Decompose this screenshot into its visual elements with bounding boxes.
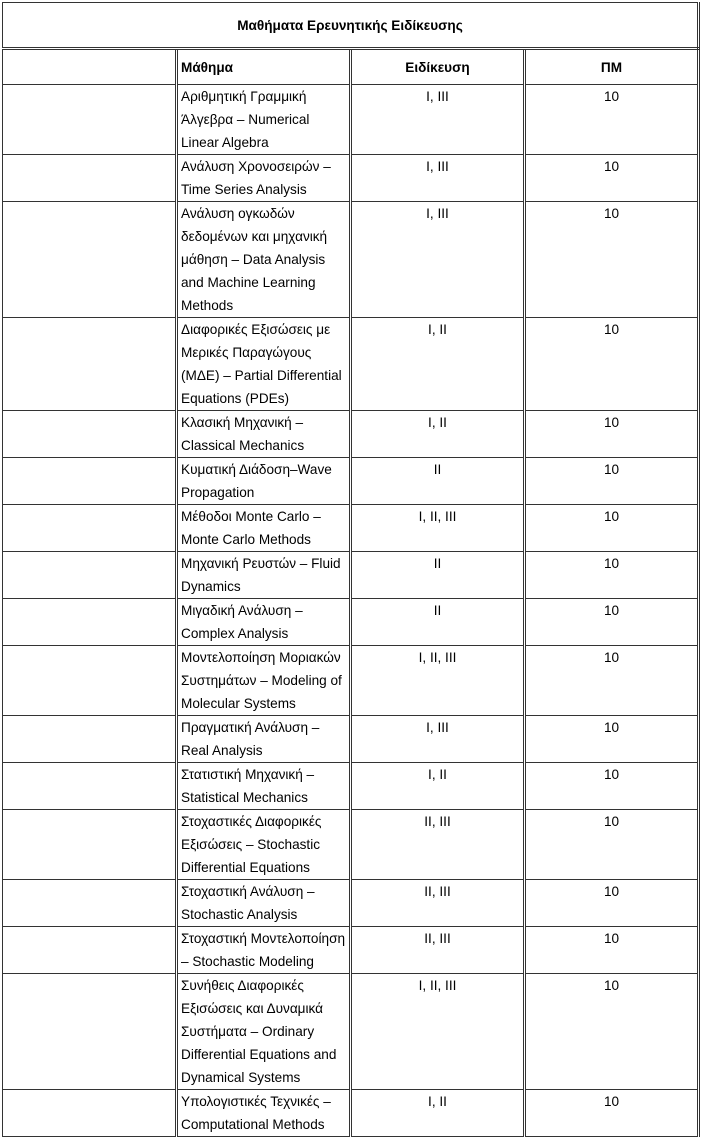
course-cell: Μέθοδοι Monte Carlo – Monte Carlo Method… bbox=[176, 504, 352, 552]
table-row: Μοντελοποίηση Μοριακών Συστημάτων – Mode… bbox=[2, 645, 700, 716]
specialization-cell: I, II, III bbox=[350, 504, 526, 552]
empty-cell bbox=[2, 84, 178, 155]
table-row: Συνήθεις Διαφορικές Εξισώσεις και Δυναμι… bbox=[2, 973, 700, 1090]
specialization-cell: I, II, III bbox=[350, 645, 526, 716]
empty-cell bbox=[2, 879, 178, 927]
course-cell: Ανάλυση ογκωδών δεδομένων και μηχανική μ… bbox=[176, 201, 352, 318]
empty-cell bbox=[2, 154, 178, 202]
course-cell: Στοχαστική Ανάλυση – Stochastic Analysis bbox=[176, 879, 352, 927]
course-cell: Στατιστική Μηχανική – Statistical Mechan… bbox=[176, 762, 352, 810]
table-row: Κλασική Μηχανική – Classical Mechanics I,… bbox=[2, 410, 700, 458]
title-row: Μαθήματα Ερευνητικής Ειδίκευσης bbox=[2, 2, 700, 50]
table-row: Ανάλυση ογκωδών δεδομένων και μηχανική μ… bbox=[2, 201, 700, 318]
specialization-cell: I, II bbox=[350, 1089, 526, 1137]
empty-cell bbox=[2, 809, 178, 880]
course-cell: Στοχαστική Μοντελοποίηση – Stochastic Mo… bbox=[176, 926, 352, 974]
course-cell: Διαφορικές Εξισώσεις με Μερικές Παραγώγο… bbox=[176, 317, 352, 411]
specialization-cell: I, III bbox=[350, 84, 526, 155]
empty-cell bbox=[2, 317, 178, 411]
credits-cell: 10 bbox=[524, 410, 700, 458]
table-row: Υπολογιστικές Τεχνικές – Computational M… bbox=[2, 1089, 700, 1137]
credits-cell: 10 bbox=[524, 645, 700, 716]
specialization-cell: I, II bbox=[350, 317, 526, 411]
specialization-cell: I, II bbox=[350, 762, 526, 810]
specialization-cell: II, III bbox=[350, 879, 526, 927]
empty-cell bbox=[2, 645, 178, 716]
course-cell: Κλασική Μηχανική – Classical Mechanics bbox=[176, 410, 352, 458]
table-row: Μηχανική Ρευστών – Fluid Dynamics II 10 bbox=[2, 551, 700, 599]
empty-cell bbox=[2, 973, 178, 1090]
specialization-cell: II, III bbox=[350, 926, 526, 974]
credits-cell: 10 bbox=[524, 201, 700, 318]
credits-cell: 10 bbox=[524, 973, 700, 1090]
course-cell: Συνήθεις Διαφορικές Εξισώσεις και Δυναμι… bbox=[176, 973, 352, 1090]
header-credits: ΠΜ bbox=[524, 48, 700, 85]
credits-cell: 10 bbox=[524, 504, 700, 552]
empty-header-cell bbox=[2, 48, 178, 85]
table-row: Μέθοδοι Monte Carlo – Monte Carlo Method… bbox=[2, 504, 700, 552]
empty-cell bbox=[2, 598, 178, 646]
course-cell: Αριθμητική Γραμμική Άλγεβρα – Numerical … bbox=[176, 84, 352, 155]
credits-cell: 10 bbox=[524, 154, 700, 202]
course-cell: Μηχανική Ρευστών – Fluid Dynamics bbox=[176, 551, 352, 599]
table-row: Πραγματική Ανάλυση – Real Analysis I, III… bbox=[2, 715, 700, 763]
table-row: Κυματική Διάδοση–Wave Propagation II 10 bbox=[2, 457, 700, 505]
credits-cell: 10 bbox=[524, 926, 700, 974]
specialization-cell: II, III bbox=[350, 809, 526, 880]
table-row: Στατιστική Μηχανική – Statistical Mechan… bbox=[2, 762, 700, 810]
course-cell: Μοντελοποίηση Μοριακών Συστημάτων – Mode… bbox=[176, 645, 352, 716]
empty-cell bbox=[2, 926, 178, 974]
empty-cell bbox=[2, 762, 178, 810]
credits-cell: 10 bbox=[524, 551, 700, 599]
empty-cell bbox=[2, 1089, 178, 1137]
course-cell: Ανάλυση Χρονοσειρών – Time Series Analys… bbox=[176, 154, 352, 202]
table-row: Στοχαστική Μοντελοποίηση – Stochastic Mo… bbox=[2, 926, 700, 974]
empty-cell bbox=[2, 504, 178, 552]
specialization-cell: II bbox=[350, 551, 526, 599]
empty-cell bbox=[2, 201, 178, 318]
header-row: Μάθημα Ειδίκευση ΠΜ bbox=[2, 48, 700, 85]
course-cell: Στοχαστικές Διαφορικές Εξισώσεις – Stoch… bbox=[176, 809, 352, 880]
specialization-cell: I, III bbox=[350, 201, 526, 318]
credits-cell: 10 bbox=[524, 1089, 700, 1137]
specialization-cell: I, III bbox=[350, 715, 526, 763]
course-cell: Κυματική Διάδοση–Wave Propagation bbox=[176, 457, 352, 505]
credits-cell: 10 bbox=[524, 762, 700, 810]
credits-cell: 10 bbox=[524, 809, 700, 880]
specialization-cell: II bbox=[350, 598, 526, 646]
credits-cell: 10 bbox=[524, 317, 700, 411]
specialization-cell: I, III bbox=[350, 154, 526, 202]
table-row: Ανάλυση Χρονοσειρών – Time Series Analys… bbox=[2, 154, 700, 202]
table-title: Μαθήματα Ερευνητικής Ειδίκευσης bbox=[2, 2, 700, 50]
table-row: Μιγαδική Ανάλυση – Complex Analysis II 10 bbox=[2, 598, 700, 646]
credits-cell: 10 bbox=[524, 598, 700, 646]
specialization-cell: II bbox=[350, 457, 526, 505]
empty-cell bbox=[2, 715, 178, 763]
credits-cell: 10 bbox=[524, 84, 700, 155]
empty-cell bbox=[2, 551, 178, 599]
empty-cell bbox=[2, 410, 178, 458]
table-row: Στοχαστική Ανάλυση – Stochastic Analysis… bbox=[2, 879, 700, 927]
header-course: Μάθημα bbox=[176, 48, 352, 85]
credits-cell: 10 bbox=[524, 457, 700, 505]
course-cell: Υπολογιστικές Τεχνικές – Computational M… bbox=[176, 1089, 352, 1137]
specialization-cell: I, II bbox=[350, 410, 526, 458]
table-row: Στοχαστικές Διαφορικές Εξισώσεις – Stoch… bbox=[2, 809, 700, 880]
empty-cell bbox=[2, 457, 178, 505]
credits-cell: 10 bbox=[524, 715, 700, 763]
header-specialization: Ειδίκευση bbox=[350, 48, 526, 85]
credits-cell: 10 bbox=[524, 879, 700, 927]
course-cell: Μιγαδική Ανάλυση – Complex Analysis bbox=[176, 598, 352, 646]
course-cell: Πραγματική Ανάλυση – Real Analysis bbox=[176, 715, 352, 763]
table-row: Διαφορικές Εξισώσεις με Μερικές Παραγώγο… bbox=[2, 317, 700, 411]
specialization-cell: I, II, III bbox=[350, 973, 526, 1090]
table-row: Αριθμητική Γραμμική Άλγεβρα – Numerical … bbox=[2, 84, 700, 155]
